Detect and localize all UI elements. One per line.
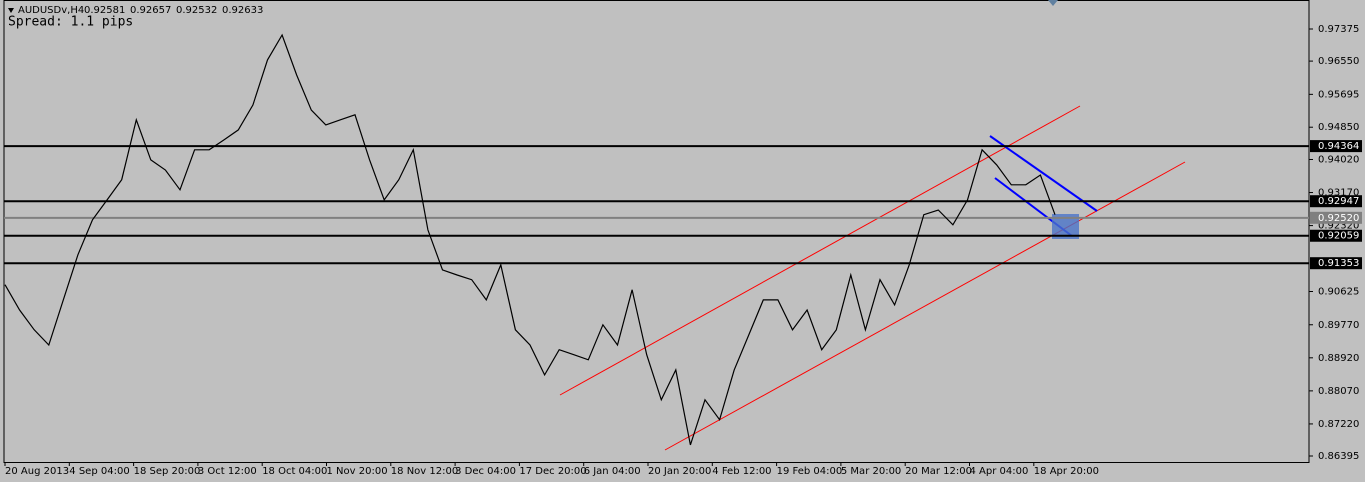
level-label-box (1310, 140, 1362, 153)
x-tick-label: 17 Dec 20:00 (519, 466, 586, 477)
ohlc-value: 0.92532 (176, 5, 217, 16)
y-tick-label: 0.94850 (1318, 122, 1359, 133)
x-tick-label: 18 Sep 20:00 (134, 466, 201, 477)
x-tick-label: 18 Nov 12:00 (391, 466, 458, 477)
x-tick-label: 5 Mar 20:00 (841, 466, 901, 477)
x-tick-label: 6 Jan 04:00 (584, 466, 641, 477)
y-tick-label: 0.93170 (1318, 188, 1359, 199)
level-label-box (1310, 229, 1362, 242)
level-label-box (1310, 195, 1362, 208)
channel-lower (664, 161, 1186, 451)
x-tick-label: 20 Jan 20:00 (648, 466, 711, 477)
level-label: 0.92520 (1318, 213, 1359, 224)
x-tick-label: 20 Aug 2013 (5, 466, 69, 477)
x-tick-label: 4 Feb 12:00 (712, 466, 771, 477)
y-tick-label: 0.92320 (1318, 221, 1359, 232)
y-tick-label: 0.97375 (1318, 24, 1359, 35)
y-tick-label: 0.86395 (1318, 451, 1359, 462)
level-label: 0.94364 (1318, 141, 1359, 152)
y-tick-label: 0.90625 (1318, 287, 1359, 298)
x-tick-label: 20 Mar 12:00 (905, 466, 972, 477)
plot-frame (3, 0, 1310, 463)
x-tick-label: 4 Apr 04:00 (970, 466, 1029, 477)
spread: Spread: 1.1 pips (8, 15, 133, 30)
level-label: 0.92059 (1318, 231, 1359, 242)
y-tick-label: 0.88070 (1318, 386, 1359, 397)
x-tick-label: 4 Sep 04:00 (69, 466, 129, 477)
y-tick-label: 0.88920 (1318, 353, 1359, 364)
ohlc-value: 0.92581 (84, 5, 125, 16)
channel-upper (559, 105, 1081, 396)
flag-upper (989, 135, 1098, 212)
y-tick-label: 0.96550 (1318, 56, 1359, 67)
level-label-box (1310, 257, 1362, 270)
level-label: 0.92947 (1318, 196, 1359, 207)
price-line (4, 33, 1056, 446)
x-tick-label: 19 Feb 04:00 (777, 466, 843, 477)
y-tick-label: 0.94020 (1318, 154, 1359, 165)
y-tick-label: 0.87220 (1318, 419, 1359, 430)
y-tick-label: 0.89770 (1318, 320, 1359, 331)
x-tick-label: 18 Apr 20:00 (1034, 466, 1099, 477)
ohlc-value: 0.92633 (222, 5, 263, 16)
symbol: AUDUSDv,H4 (18, 5, 84, 16)
x-tick-label: 1 Nov 20:00 (327, 466, 388, 477)
shift-marker (1048, 0, 1058, 6)
ohlc-value: 0.92657 (130, 5, 171, 16)
y-tick-label: 0.95695 (1318, 89, 1359, 100)
x-tick-label: 3 Oct 12:00 (198, 466, 257, 477)
x-tick-label: 3 Dec 04:00 (455, 466, 516, 477)
level-label: 0.91353 (1318, 258, 1359, 269)
x-tick-label: 18 Oct 04:00 (262, 466, 327, 477)
dropdown-icon (8, 8, 14, 13)
level-label-box (1310, 211, 1362, 224)
